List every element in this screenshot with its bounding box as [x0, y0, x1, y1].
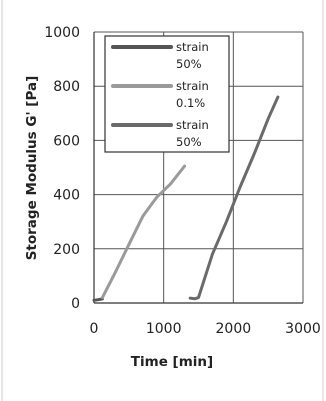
x-tick-label: 3000: [285, 321, 321, 337]
y-tick-label: 800: [53, 79, 80, 95]
legend-label-2-line2: 0.1%: [176, 96, 205, 110]
series-line-3: [188, 95, 280, 301]
y-tick-label: 400: [53, 188, 80, 204]
y-tick-label: 1000: [44, 25, 80, 41]
y-axis-title: Storage Modulus G' [Pa]: [24, 76, 40, 261]
legend-label-1: strain: [176, 40, 209, 54]
legend-box: [104, 35, 230, 153]
y-tick-label: 200: [53, 242, 80, 258]
x-tick-label: 2000: [216, 321, 252, 337]
legend-items: strain 50% strain 0.1% strain 50%: [111, 40, 209, 149]
series-line-2: [100, 164, 187, 300]
legend-label-1-line2: 50%: [176, 57, 202, 71]
x-tick-label: 1000: [146, 321, 182, 337]
tick-labels: 0 200 400 600 800 1000 0 1000 2000 3000: [44, 25, 320, 337]
x-axis-title: Time [min]: [131, 354, 213, 370]
legend-label-3: strain: [176, 118, 209, 132]
series-line-1: [92, 297, 104, 302]
x-tick-label: 0: [90, 321, 99, 337]
legend-label-3-line2: 50%: [176, 135, 202, 149]
series-layer: [92, 95, 280, 302]
plot-area: [93, 32, 303, 304]
legend-label-2: strain: [176, 79, 209, 93]
legend: strain 50% strain 0.1% strain 50%: [104, 35, 230, 153]
y-tick-label: 600: [53, 133, 80, 149]
y-tick-label: 0: [71, 296, 80, 312]
